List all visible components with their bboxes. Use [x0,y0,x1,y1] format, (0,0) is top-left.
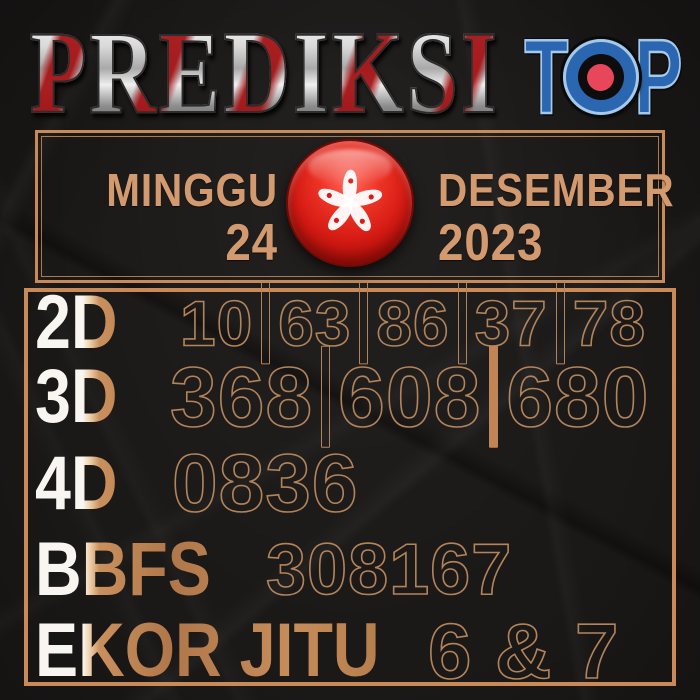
date-left-column: MINGGU 24 [67,167,278,269]
row-values-2d: 10 63 86 37 78 [179,281,646,365]
separator-bar [489,345,499,449]
prediction-value: 78 [572,287,646,359]
separator-bar [359,281,369,365]
prediction-value: 680 [506,350,650,444]
separator-bar [261,281,271,365]
hong-kong-flag-icon [286,139,414,267]
prediction-value: 10 [179,287,254,359]
prediction-value: 6 & 7 [427,607,620,695]
prediction-row-ekor-jitu: EKOR JITU 6 & 7 [28,611,672,691]
target-icon [562,39,639,115]
row-label-ekor-jitu: EKOR JITU [35,608,380,693]
date-box-inner-border [41,136,659,277]
row-values-4d: 0836 [171,438,359,529]
prediction-value: 37 [474,287,548,359]
row-label-3d: 3D [35,354,118,439]
separator-bar [321,345,331,449]
prediction-value: 63 [277,287,352,359]
separator-bar [457,281,467,365]
prediction-value: 86 [376,287,450,359]
separator-bar [555,281,565,365]
target-ring [577,54,624,100]
row-label-2d: 2D [35,280,118,365]
row-values-ekor-jitu: 6 & 7 [427,607,620,695]
month-name: DESEMBER [438,164,675,216]
top-logo-letter-t: T [524,18,570,136]
day-number: 24 [225,214,278,272]
year: 2023 [438,214,544,272]
date-box: MINGGU 24 DESEMBER 2023 [35,130,674,283]
prediction-value: 368 [169,350,314,444]
bauhinia-flower-icon [316,169,384,235]
row-label-4d: 4D [35,441,118,526]
row-label-bbfs: BBFS [35,527,211,612]
top-logo: T P [514,23,693,132]
date-right-column: DESEMBER 2023 [438,167,674,269]
predictions-box: 2D 10 63 86 37 78 3D 368 608 680 4D 0836 BBFS … [24,281,676,691]
row-values-bbfs: 308167 [265,530,513,610]
top-logo-letter-p: P [633,18,683,136]
prediction-row-2d: 2D 10 63 86 37 78 [28,281,672,365]
target-center-dot [587,63,615,91]
page-title: PREDIKSI [29,7,500,138]
day-name: MINGGU [106,164,278,216]
row-values-3d: 368 608 680 [169,345,650,449]
header: PREDIKSI T P [0,0,700,133]
prediction-row-bbfs: BBFS 308167 [28,532,672,608]
prediction-row-3d: 3D 368 608 680 [28,345,672,449]
prediction-value: 0836 [171,438,359,529]
prediction-value: 608 [337,350,482,444]
prediction-row-4d: 4D 0836 [28,442,672,526]
prediction-value: 308167 [265,530,513,610]
